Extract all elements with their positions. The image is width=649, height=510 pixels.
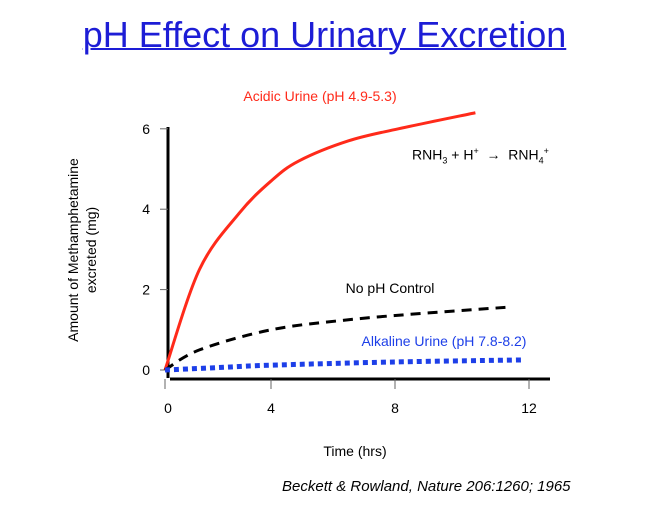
y-tick-label: 0 [142, 362, 150, 378]
series-label: Acidic Urine (pH 4.9-5.3) [243, 88, 396, 104]
y-axis-label: Amount of Methamphetamine excreted (mg) [65, 158, 99, 342]
x-tick-label: 12 [521, 400, 537, 416]
eq-lhs-sub: 3 [442, 155, 448, 166]
equation: RNH3 + H+ → RNH4+ [412, 146, 549, 165]
arrow-icon: → [486, 146, 501, 163]
eq-plus: + H [447, 146, 474, 163]
y-axis-label-line: excreted (mg) [83, 207, 99, 293]
eq-lhs: RNH [412, 146, 443, 163]
eq-rhs-sub: 4 [538, 155, 544, 166]
x-tick-label: 8 [391, 400, 399, 416]
x-tick-label: 0 [164, 400, 172, 416]
eq-rhs-sup: + [543, 146, 549, 156]
series-label: Alkaline Urine (pH 7.8-8.2) [362, 333, 527, 349]
x-tick-label: 4 [267, 400, 275, 416]
y-tick-label: 6 [142, 121, 150, 137]
series-line-solid [163, 111, 476, 371]
eq-plus-sup: + [473, 146, 479, 156]
y-tick-label: 2 [142, 282, 150, 298]
x-axis-label: Time (hrs) [323, 443, 386, 459]
y-tick-label: 4 [142, 201, 150, 217]
citation: Beckett & Rowland, Nature 206:1260; 1965 [282, 478, 571, 495]
series-label: No pH Control [346, 280, 435, 296]
series-line-dashed [164, 305, 513, 372]
y-axis-label-line: Amount of Methamphetamine [65, 158, 81, 342]
eq-rhs: RNH [508, 146, 539, 163]
series-line-dotted [164, 357, 523, 373]
slide-title: pH Effect on Urinary Excretion [82, 14, 567, 55]
